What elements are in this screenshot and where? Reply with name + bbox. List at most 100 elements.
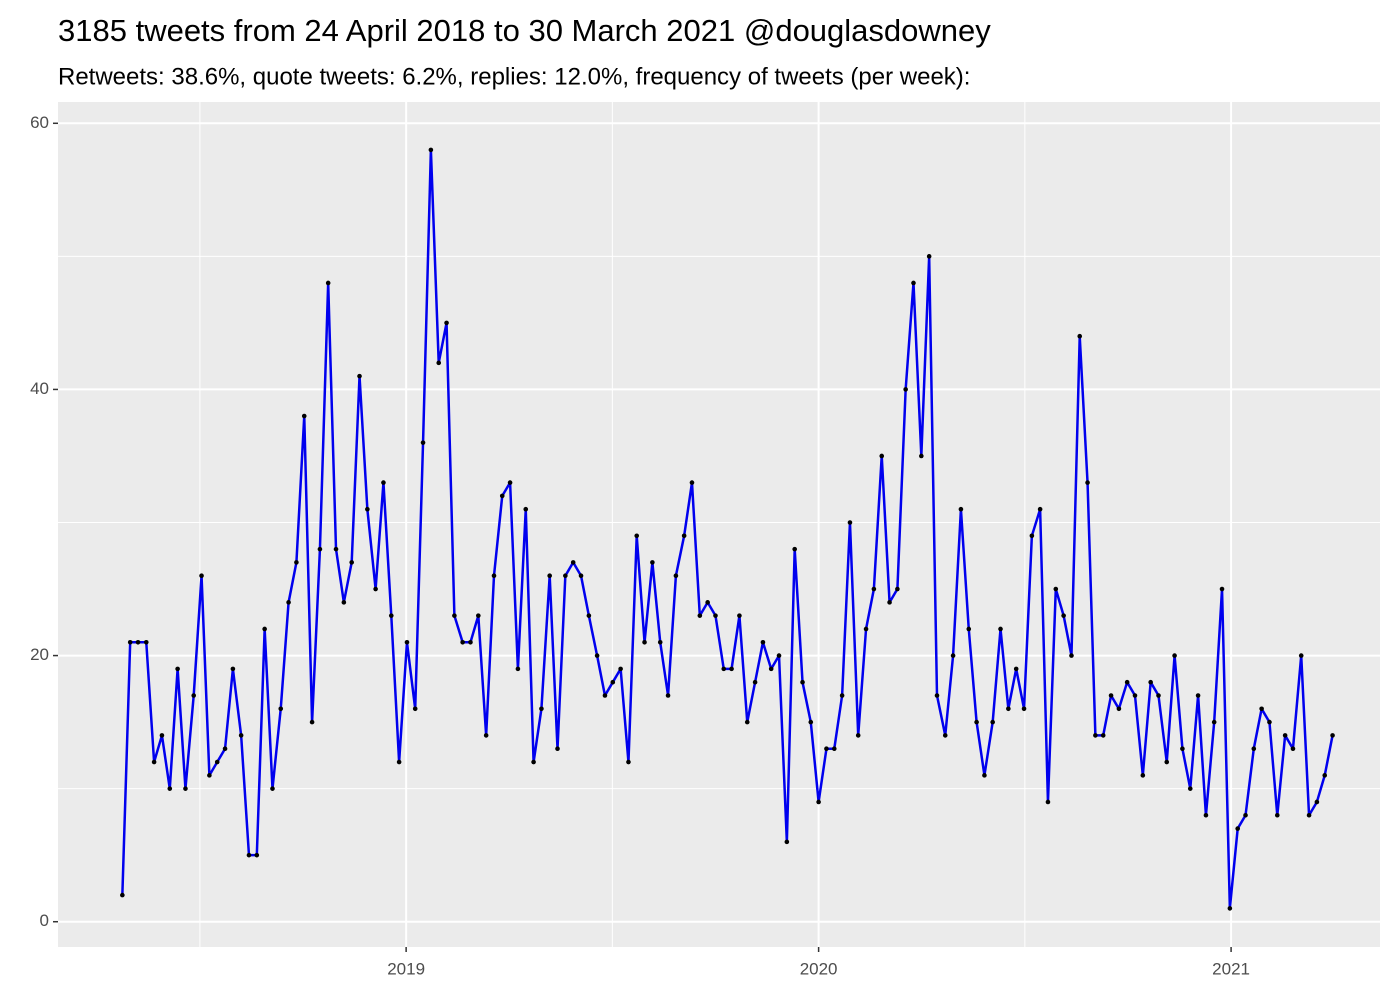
point: [1021, 706, 1027, 712]
point: [120, 892, 125, 898]
point: [191, 693, 197, 698]
point: [808, 719, 814, 725]
point: [159, 733, 165, 738]
point: [673, 573, 679, 579]
point: [555, 746, 560, 752]
point: [396, 759, 402, 765]
point: [697, 613, 703, 618]
point: [412, 706, 418, 712]
point: [895, 586, 900, 592]
point: [301, 413, 307, 419]
point: [1164, 759, 1170, 765]
point: [349, 560, 354, 565]
point: [1251, 746, 1257, 752]
point: [1227, 906, 1233, 911]
point: [586, 613, 592, 618]
point: [642, 639, 647, 645]
x-tick-label: 2021: [1212, 959, 1250, 978]
point: [705, 600, 710, 605]
point: [483, 733, 489, 738]
point: [1259, 706, 1264, 712]
point: [1029, 533, 1035, 539]
point: [452, 613, 457, 618]
point: [1180, 746, 1185, 752]
point: [381, 480, 386, 485]
point: [934, 693, 940, 698]
point: [1306, 812, 1312, 818]
point: [1108, 693, 1114, 698]
point: [879, 453, 885, 459]
point: [919, 453, 924, 459]
point: [207, 773, 212, 778]
point: [563, 573, 568, 579]
point: [887, 600, 892, 605]
point: [1322, 773, 1328, 778]
point: [958, 506, 964, 512]
point: [855, 733, 861, 738]
point: [388, 613, 394, 618]
point: [1195, 693, 1201, 698]
point: [341, 600, 347, 605]
point: [618, 666, 623, 672]
point: [634, 533, 640, 539]
point: [800, 679, 805, 685]
point: [768, 666, 774, 672]
point: [175, 666, 180, 672]
point: [602, 693, 608, 698]
plot-panel: [58, 102, 1380, 947]
point: [1290, 746, 1296, 752]
point: [357, 373, 362, 379]
point: [143, 639, 149, 645]
point: [1314, 799, 1320, 805]
point: [1203, 812, 1209, 818]
point: [824, 746, 829, 752]
point: [1267, 719, 1272, 725]
point: [460, 639, 465, 645]
point: [325, 280, 331, 286]
point: [570, 560, 576, 565]
point: [1045, 799, 1051, 805]
point: [515, 666, 521, 672]
point: [507, 480, 513, 485]
point: [167, 786, 173, 791]
y-tick-label: 60: [30, 113, 49, 132]
point: [531, 759, 536, 765]
point: [199, 573, 204, 579]
point: [998, 626, 1003, 632]
point: [1069, 653, 1074, 658]
point: [594, 653, 600, 658]
point: [270, 786, 275, 791]
x-tick-label: 2020: [800, 959, 838, 978]
point: [578, 573, 584, 579]
y-tick-label: 20: [30, 645, 49, 664]
point: [365, 506, 370, 512]
line: [121, 148, 1334, 910]
point: [942, 733, 948, 738]
point: [1274, 812, 1280, 818]
point: [1156, 693, 1161, 698]
point: [1219, 586, 1225, 592]
point: [1124, 679, 1130, 685]
point: [784, 839, 790, 845]
point: [309, 719, 315, 725]
point: [657, 639, 663, 645]
point: [982, 773, 987, 778]
point: [689, 480, 695, 485]
point: [1037, 506, 1043, 512]
point: [1077, 333, 1083, 339]
point: [499, 493, 505, 499]
point: [420, 440, 426, 445]
point: [752, 679, 758, 685]
point: [665, 693, 671, 698]
point: [230, 666, 236, 672]
point: [127, 639, 133, 645]
point: [317, 546, 323, 552]
point: [1140, 773, 1146, 778]
point: [721, 666, 727, 672]
point: [816, 799, 821, 805]
point: [1211, 719, 1217, 725]
point: [974, 719, 979, 725]
point: [950, 653, 956, 658]
point: [246, 852, 252, 858]
point: [903, 387, 908, 392]
